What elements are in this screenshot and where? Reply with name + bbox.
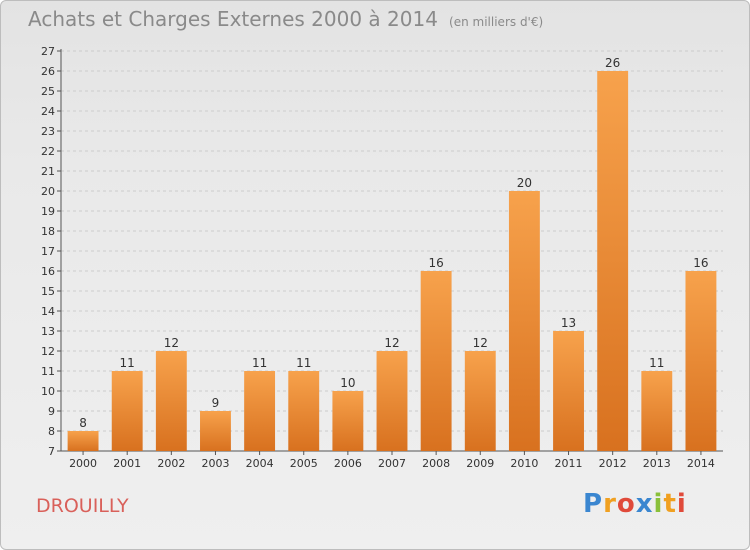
bar	[553, 331, 584, 451]
x-tick-label: 2006	[334, 457, 362, 470]
logo-letter: o	[616, 489, 636, 519]
bar	[155, 351, 187, 451]
x-tick-label: 2009	[466, 457, 494, 470]
x-tick-label: 2014	[687, 457, 715, 470]
x-tick-label: 2001	[113, 457, 141, 470]
bar	[288, 371, 320, 451]
x-tick-label: 2003	[201, 457, 229, 470]
x-tick-label: 2002	[157, 457, 185, 470]
logo-letter: i	[676, 489, 687, 519]
y-tick-label: 10	[41, 385, 55, 398]
y-tick-label: 26	[41, 65, 55, 78]
proxiti-logo[interactable]: Proxiti	[583, 489, 687, 519]
y-tick-label: 21	[41, 165, 55, 178]
bar	[376, 351, 408, 451]
x-tick-label: 2004	[246, 457, 274, 470]
bar-value-label: 11	[120, 356, 135, 370]
y-tick-label: 25	[41, 85, 55, 98]
bars	[67, 71, 717, 451]
x-tick-label: 2013	[643, 457, 671, 470]
x-tick-label: 2007	[378, 457, 406, 470]
bar	[464, 351, 496, 451]
bar	[200, 411, 231, 451]
x-tick-label: 2011	[555, 457, 583, 470]
y-tick-label: 20	[41, 185, 55, 198]
x-tick-label: 2010	[510, 457, 538, 470]
y-tick-label: 13	[41, 325, 55, 338]
bar	[332, 391, 364, 451]
bar	[67, 431, 99, 451]
bar-value-label: 26	[605, 56, 620, 70]
title-text: Achats et Charges Externes 2000 à 2014	[28, 7, 438, 31]
logo-letter: r	[603, 489, 617, 519]
bar-value-label: 9	[212, 396, 220, 410]
y-tick-label: 7	[48, 445, 55, 458]
logo-letter: P	[583, 489, 604, 519]
bar-value-label: 13	[561, 316, 576, 330]
bar	[111, 371, 143, 451]
bar	[685, 271, 717, 451]
bar	[597, 71, 629, 451]
bar	[508, 191, 540, 451]
y-tick-label: 27	[41, 45, 55, 58]
y-tick-label: 17	[41, 245, 55, 258]
bar	[420, 271, 452, 451]
labels: 7 8 9 10 11 12 13 14 15 16 17 18 19 20 21 22 23 24 25 26 27 8…	[41, 45, 715, 470]
unit-label: (en milliers d'€)	[449, 15, 544, 29]
x-tick-label: 2005	[290, 457, 318, 470]
y-tick-label: 23	[41, 125, 55, 138]
bar-value-label: 11	[649, 356, 664, 370]
logo-letter: i	[653, 489, 664, 519]
bar-value-label: 12	[473, 336, 488, 350]
x-tick-label: 2008	[422, 457, 450, 470]
bar-value-label: 11	[252, 356, 267, 370]
bar-value-label: 11	[296, 356, 311, 370]
logo-letter: x	[635, 489, 654, 519]
y-tick-label: 19	[41, 205, 55, 218]
y-tick-label: 9	[48, 405, 55, 418]
place-name: DROUILLY	[36, 495, 129, 517]
logo-letter: t	[663, 489, 677, 519]
chart-title: Achats et Charges Externes 2000 à 2014 (…	[28, 7, 543, 31]
y-tick-label: 14	[41, 305, 55, 318]
y-tick-label: 16	[41, 265, 55, 278]
bar-value-label: 20	[517, 176, 532, 190]
bar-value-label: 16	[693, 256, 708, 270]
y-tick-label: 8	[48, 425, 55, 438]
x-tick-label: 2012	[599, 457, 627, 470]
y-tick-label: 18	[41, 225, 55, 238]
x-tick-label: 2000	[69, 457, 97, 470]
bar-value-label: 16	[428, 256, 443, 270]
bar-value-label: 10	[340, 376, 355, 390]
bar-value-label: 8	[79, 416, 87, 430]
bar	[641, 371, 673, 451]
y-tick-label: 15	[41, 285, 55, 298]
y-tick-label: 11	[41, 365, 55, 378]
y-tick-label: 22	[41, 145, 55, 158]
y-tick-label: 12	[41, 345, 55, 358]
y-tick-label: 24	[41, 105, 55, 118]
bar-value-label: 12	[164, 336, 179, 350]
bar-value-label: 12	[384, 336, 399, 350]
bar	[244, 371, 276, 451]
